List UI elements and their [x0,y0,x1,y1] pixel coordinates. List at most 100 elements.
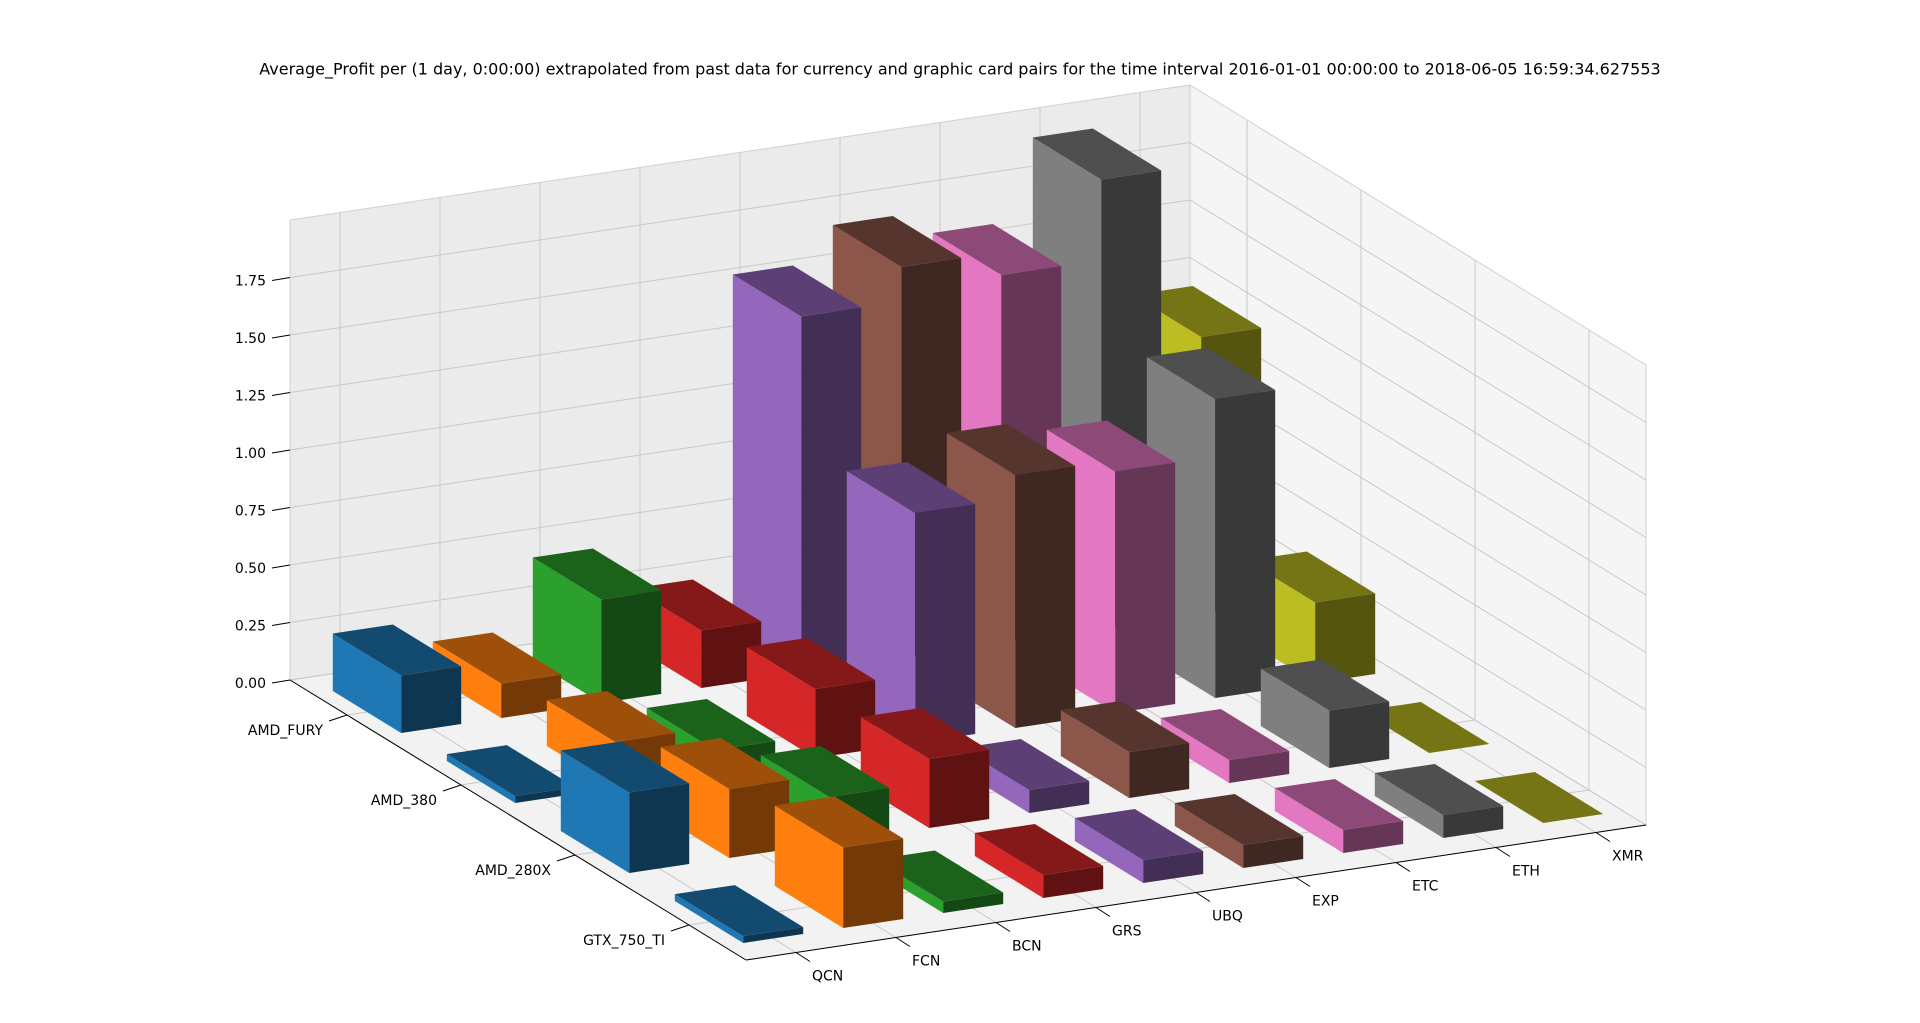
bar-face-left [1074,818,1144,883]
bar-face-top [960,739,1090,790]
bar-face-left [1160,718,1230,783]
bar-face-front [915,504,976,743]
z-tick-label: 0.25 [235,619,266,635]
bar-face-front [515,787,576,803]
bar-face-left [1274,788,1344,853]
bar-face-top [632,579,762,631]
bar-face-top [946,424,1076,475]
bar-face-front [1043,866,1104,898]
bar-face-top [1260,659,1390,711]
bar-face-top [732,265,862,317]
y-tick [1495,847,1511,857]
bar [660,738,790,858]
bar [332,624,462,733]
bar-face-top [332,624,462,676]
z-tick [271,507,291,511]
bar [1360,702,1490,753]
bar-face-top [532,548,662,600]
grid-line [1189,257,1647,538]
bar [532,548,662,703]
bar-face-top [860,708,990,759]
grid-line [1189,142,1647,423]
bar-face-left [532,557,602,703]
z-tick-label: 0.75 [235,504,266,520]
bar-face-top [746,638,876,689]
bar-face-front [401,666,462,733]
bar-face-top [1360,702,1490,753]
bar-face-top [1474,772,1604,823]
bar-face-top [1160,709,1290,760]
y-tick-label: ETH [1512,864,1540,880]
bar-face-top [760,746,890,797]
bar-face-front [1143,851,1204,883]
bar-face-front [929,750,990,828]
bar-face-front [1343,821,1404,853]
bar-face-top [1246,551,1376,603]
bar [1374,764,1504,838]
bar [1074,809,1204,883]
bar [860,708,990,828]
x-tick-label: AMD_380 [371,793,437,809]
bar-face-top [1132,286,1262,337]
bar-face-top [560,741,690,793]
z-tick-label: 0.00 [235,676,266,692]
y-tick-label: QCN [812,969,843,985]
bar-face-front [1215,390,1276,698]
x-tick-label: AMD_FURY [248,723,324,739]
bar-face-left [332,633,402,733]
bar-face-left [774,805,844,928]
x-tick-label: GTX_750_TI [583,933,665,949]
bar-face-left [860,717,930,828]
bar-face-top [660,738,790,789]
bar-face-top [1060,701,1190,752]
y-tick [1195,892,1211,902]
y-tick [1595,832,1611,842]
bar-face-front [815,680,876,758]
y-tick-label: UBQ [1212,909,1243,925]
z-tick-label: 0.50 [235,561,266,577]
z-tick-label: 1.25 [235,389,266,405]
bar [732,265,862,673]
bar-face-left [674,894,744,943]
y-tick-label: XMR [1612,849,1644,865]
axis-line [289,679,747,961]
bar-face-front [1315,593,1376,683]
bar [674,885,804,943]
bar-face-top [674,885,804,937]
bar-face-front [1329,701,1390,768]
bar-face-top [1032,128,1162,180]
bar-face-front [743,927,804,943]
bar-face-left [1060,710,1130,798]
bar-face-left [1374,773,1444,838]
z-tick [271,277,291,281]
z-tick [271,392,291,396]
bar-face-front [629,783,690,873]
bar [1174,794,1304,868]
y-tick [1395,862,1411,872]
bar-face-top [932,224,1062,275]
y-tick [1095,907,1111,917]
bar [974,824,1104,898]
bar [1060,701,1190,798]
grid-line [1189,199,1647,481]
bar-face-top [1374,764,1504,815]
y-tick-label: GRS [1112,924,1142,940]
bar-face-top [1174,794,1304,845]
bar-face-left [446,754,516,803]
bar [1160,709,1290,783]
bar [774,796,904,928]
bar-face-left [1260,668,1330,768]
y-tick-label: FCN [912,954,940,970]
bar-face-top [832,216,962,267]
bar-face-left [660,747,730,858]
bar-face-left [974,833,1044,898]
bar-face-front [1443,806,1504,838]
bar-face-front [601,590,662,703]
bar [446,745,576,803]
y-tick [795,952,811,962]
y-tick-label: EXP [1312,894,1339,910]
bar-face-front [843,838,904,928]
bar-face-top [874,850,1004,902]
